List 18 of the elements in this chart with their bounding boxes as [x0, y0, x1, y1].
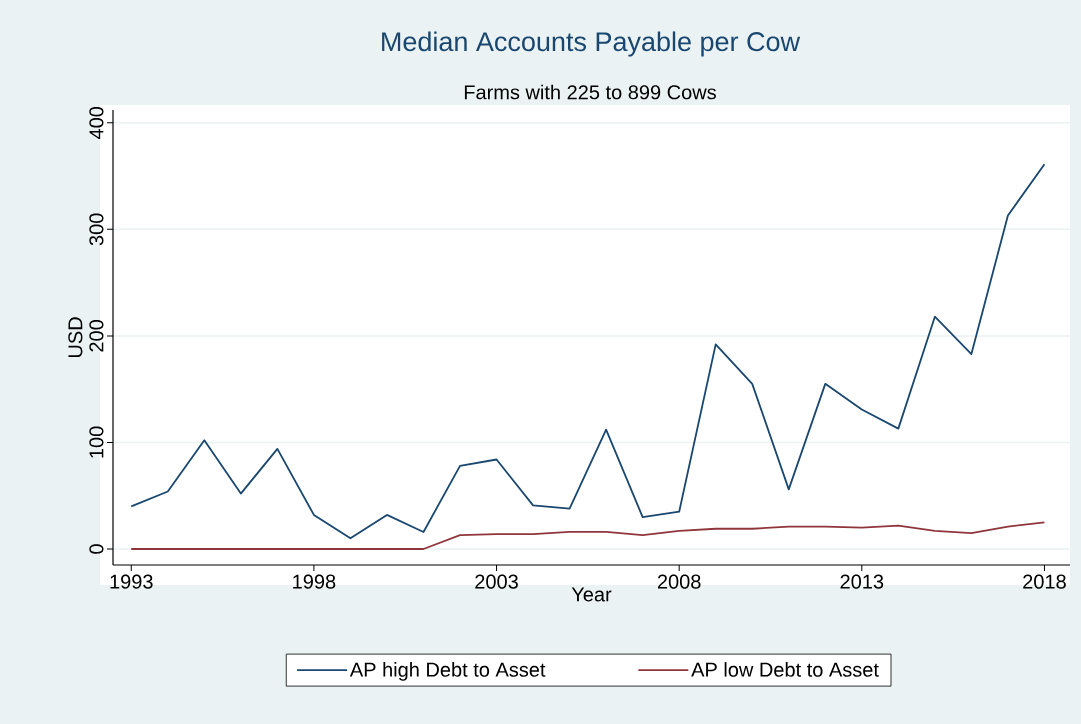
chart-title: Median Accounts Payable per Cow: [382, 31, 801, 57]
x-tick-label: 1998: [293, 574, 336, 589]
y-tick-label: 100: [89, 426, 104, 458]
y-tick-label: 300: [89, 213, 104, 246]
x-tick-label: 2013: [840, 574, 884, 589]
legend-label: AP high Debt to Asset: [349, 662, 546, 681]
legend-label: AP low Debt to Asset: [691, 662, 879, 677]
x-axis-title: Year: [571, 587, 612, 602]
x-tick-label: 2008: [657, 574, 701, 589]
y-axis-title: USD: [68, 317, 83, 358]
x-tick-label: 1993: [110, 574, 153, 589]
line-series: [130, 163, 1046, 540]
y-tick-label: 200: [89, 320, 104, 352]
chart-subtitle: Farms with 225 to 899 Cows: [464, 84, 716, 100]
y-tick-label: 0: [89, 544, 104, 554]
x-tick-label: 2003: [475, 574, 518, 589]
x-tick-label: 2018: [1023, 574, 1066, 589]
y-tick-label: 400: [89, 106, 104, 140]
